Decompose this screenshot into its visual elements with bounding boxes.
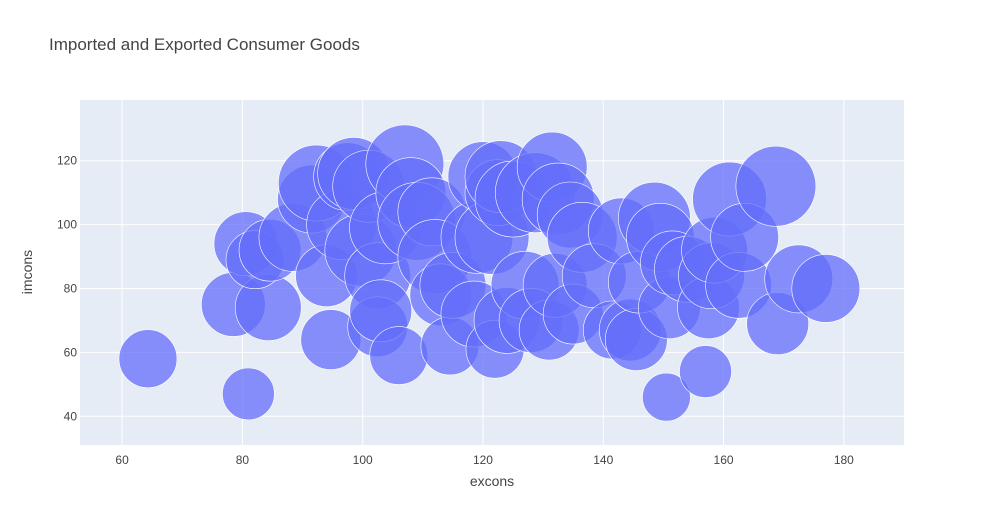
y-tick-label: 60 [64, 345, 78, 359]
x-tick-label: 160 [714, 453, 734, 467]
y-tick-label: 100 [57, 218, 77, 232]
x-tick-label: 140 [593, 453, 613, 467]
x-tick-label: 60 [115, 453, 129, 467]
x-axis-ticks: 60 80 100 120 140 160 180 [115, 453, 854, 467]
bubble-point[interactable] [642, 372, 691, 422]
x-tick-label: 100 [353, 453, 373, 467]
bubble-point[interactable] [791, 254, 861, 323]
x-tick-label: 120 [473, 453, 493, 467]
y-tick-label: 40 [64, 409, 78, 423]
data-points [118, 124, 861, 422]
x-tick-label: 80 [236, 453, 250, 467]
chart-title: Imported and Exported Consumer Goods [49, 35, 360, 54]
bubble-point[interactable] [679, 345, 732, 398]
x-tick-label: 180 [834, 453, 854, 467]
y-axis-ticks: 40 60 80 100 120 [57, 154, 77, 424]
y-axis-label: imcons [19, 250, 35, 294]
y-tick-label: 120 [57, 154, 77, 168]
bubble-point[interactable] [222, 367, 275, 421]
bubble-point[interactable] [735, 145, 817, 227]
bubble-point[interactable] [369, 326, 429, 385]
x-axis-label: excons [470, 473, 514, 489]
y-tick-label: 80 [64, 281, 78, 295]
bubble-point[interactable] [118, 329, 178, 389]
